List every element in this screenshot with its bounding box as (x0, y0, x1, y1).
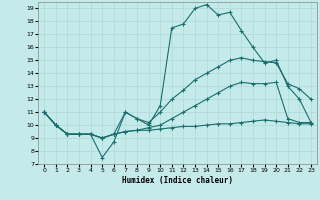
X-axis label: Humidex (Indice chaleur): Humidex (Indice chaleur) (122, 176, 233, 185)
